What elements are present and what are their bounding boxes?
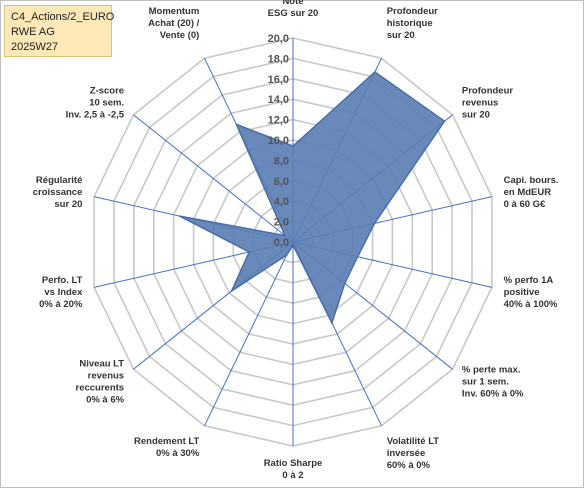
- axis-label-3-line-1: en MdEUR: [504, 187, 552, 198]
- axis-label-4-line-0: % perfo 1A: [504, 275, 554, 286]
- axis-label-9-line-0: Niveau LT: [79, 359, 124, 370]
- axis-label-7-line-1: 0 à 2: [282, 470, 303, 481]
- axis-spoke-12: [133, 114, 294, 243]
- header-category: C4_Actions/2_EURO: [11, 11, 115, 23]
- axis-label-2: Profondeur revenus sur 20: [462, 85, 513, 120]
- axis-label-1: Profondeur historique sur 20: [387, 6, 438, 41]
- axis-label-4-line-2: 40% à 100%: [504, 299, 558, 310]
- axis-label-2-line-1: revenus: [462, 97, 498, 108]
- tick-label-5: 10,0: [268, 135, 289, 147]
- axis-label-5-line-0: % perte max.: [462, 365, 521, 376]
- data-point-9: [230, 290, 233, 292]
- axis-label-12-line-2: Inv. 2,5 à -2,5: [66, 109, 125, 120]
- axis-label-4-line-1: positive: [504, 287, 540, 298]
- axis-label-13: Momentum Achat (20) / Vente (0): [148, 6, 200, 41]
- data-point-0: [292, 145, 294, 147]
- axis-label-7: Ratio Sharpe 0 à 2: [264, 458, 323, 481]
- data-point-6: [331, 322, 333, 324]
- axis-label-9: Niveau LT revenus reccurents 0% à 6%: [76, 359, 125, 406]
- axis-label-11-line-1: croissance: [33, 187, 83, 198]
- data-point-12: [284, 234, 286, 237]
- axis-label-6-line-1: inversée: [387, 448, 426, 459]
- axis-label-0-line-0: Note: [282, 0, 303, 7]
- axis-label-0-line-1: ESG sur 20: [268, 8, 319, 19]
- tick-label-6: 12,0: [268, 115, 289, 127]
- data-point-11: [178, 215, 181, 217]
- axis-label-9-line-3: 0% à 6%: [86, 395, 125, 406]
- axis-label-12-line-0: Z-score: [90, 85, 124, 96]
- tick-label-3: 6,0: [274, 176, 289, 188]
- tick-label-10: 20,0: [268, 33, 289, 45]
- data-point-1: [374, 71, 376, 73]
- axis-label-5-line-1: sur 1 sem.: [462, 377, 509, 388]
- axis-label-1-line-2: sur 20: [387, 30, 415, 41]
- data-point-10: [248, 251, 250, 253]
- data-point-5: [344, 282, 346, 285]
- axis-label-9-line-2: reccurents: [76, 383, 125, 394]
- tick-label-8: 16,0: [268, 74, 289, 86]
- chart-header-box: C4_Actions/2_EURO RWE AG 2025W27: [4, 5, 115, 57]
- axis-label-10-line-2: 0% à 20%: [39, 299, 83, 310]
- data-point-4: [356, 255, 359, 258]
- axis-label-10: Perfo. LT vs Index 0% à 20%: [39, 275, 83, 310]
- axis-label-3-line-0: Capi. bours.: [504, 175, 559, 186]
- data-point-3: [373, 222, 376, 225]
- radar-series: [178, 71, 446, 325]
- tick-label-9: 18,0: [268, 53, 289, 65]
- axis-label-2-line-0: Profondeur: [462, 85, 513, 96]
- axis-label-4: % perfo 1A positive 40% à 100%: [504, 275, 558, 310]
- axis-label-11-line-2: sur 20: [54, 199, 82, 210]
- data-point-8: [286, 254, 288, 256]
- axis-label-6-line-0: Volatilité LT: [387, 436, 440, 447]
- data-point-13: [235, 123, 238, 126]
- radar-axis-labels: Note ESG sur 20 Profondeur historique sur 20…: [33, 0, 559, 481]
- header-company: RWE AG: [11, 26, 55, 38]
- axis-label-6-line-2: 60% à 0%: [387, 460, 431, 471]
- axis-label-12: Z-score 10 sem. Inv. 2,5 à -2,5: [66, 85, 125, 120]
- axis-label-8-line-1: 0% à 30%: [156, 448, 200, 459]
- tick-label-4: 8,0: [274, 155, 289, 167]
- axis-label-11: Régularité croissance sur 20: [33, 175, 83, 210]
- axis-label-2-line-2: sur 20: [462, 109, 490, 120]
- axis-label-11-line-0: Régularité: [36, 175, 82, 186]
- axis-label-1-line-1: historique: [387, 18, 433, 29]
- axis-label-7-line-0: Ratio Sharpe: [264, 458, 323, 469]
- axis-label-6: Volatilité LT inversée 60% à 0%: [387, 436, 440, 471]
- data-point-2: [443, 120, 446, 122]
- data-point-7: [292, 244, 294, 246]
- axis-label-5: % perte max. sur 1 sem. Inv. 60% à 0%: [462, 365, 524, 400]
- axis-label-5-line-2: Inv. 60% à 0%: [462, 389, 524, 400]
- axis-label-12-line-1: 10 sem.: [89, 97, 124, 108]
- axis-label-9-line-1: revenus: [88, 371, 124, 382]
- radar-tick-labels: 0,0 2,0 4,0 6,0 8,0 10,0 12,0 14,0 16,0 18,0 20,0: [268, 33, 289, 249]
- axis-label-8: Rendement LT 0% à 30%: [134, 436, 200, 459]
- axis-spoke-8: [204, 241, 294, 427]
- axis-label-1-line-0: Profondeur: [387, 6, 438, 17]
- axis-label-3: Capi. bours. en MdEUR 0 à 60 G€: [504, 175, 559, 210]
- axis-label-13-line-0: Momentum: [149, 6, 200, 17]
- axis-label-10-line-0: Perfo. LT: [42, 275, 83, 286]
- axis-label-13-line-1: Achat (20) /: [148, 18, 200, 29]
- axis-label-3-line-2: 0 à 60 G€: [504, 199, 546, 210]
- axis-label-13-line-2: Vente (0): [160, 30, 200, 41]
- header-week: 2025W27: [11, 41, 59, 53]
- axis-label-0: Note ESG sur 20: [268, 0, 319, 19]
- tick-label-2: 4,0: [274, 196, 289, 208]
- tick-label-0: 0,0: [274, 237, 289, 249]
- tick-label-7: 14,0: [268, 94, 289, 106]
- axis-label-8-line-0: Rendement LT: [134, 436, 199, 447]
- tick-label-1: 2,0: [274, 217, 289, 229]
- axis-label-10-line-1: vs Index: [44, 287, 83, 298]
